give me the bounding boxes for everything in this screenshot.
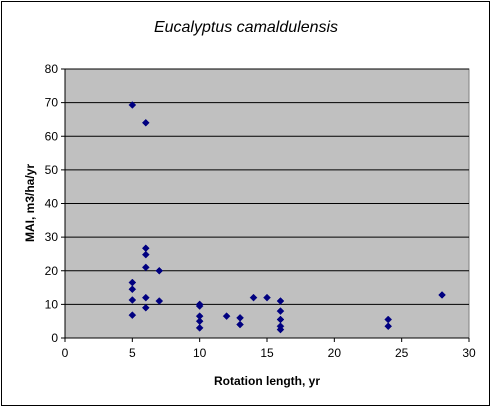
data-point <box>141 293 150 302</box>
data-point <box>128 285 137 294</box>
data-point <box>141 303 150 312</box>
y-tick-label: 10 <box>45 297 59 311</box>
y-tick-label: 40 <box>45 197 59 211</box>
data-point <box>128 311 137 319</box>
data-point <box>384 322 393 331</box>
x-axis-title: Rotation length, yr <box>214 374 320 388</box>
y-tick-labels: 0 10 20 30 40 50 60 70 80 <box>45 62 59 345</box>
x-tick-label: 30 <box>462 346 476 360</box>
data-point <box>276 325 285 334</box>
chart-title: Eucalyptus camaldulensis <box>154 19 338 36</box>
data-point <box>128 101 137 109</box>
x-tick-label: 20 <box>328 346 342 360</box>
axes <box>61 68 470 342</box>
data-point <box>249 293 258 302</box>
data-point <box>141 250 150 259</box>
data-point <box>128 296 137 304</box>
data-point <box>438 291 446 299</box>
x-tick-labels: 0 5 10 15 20 25 30 <box>62 346 476 360</box>
y-tick-label: 20 <box>45 264 59 278</box>
data-point <box>263 293 271 302</box>
data-point <box>195 324 204 332</box>
data-point <box>276 297 285 305</box>
x-tick-label: 5 <box>129 346 136 360</box>
y-tick-label: 80 <box>45 62 59 76</box>
y-axis-title: MAI, m3/ha/yr <box>23 164 37 242</box>
y-tick-label: 30 <box>45 230 59 244</box>
x-tick-label: 10 <box>193 346 207 360</box>
x-tick-label: 25 <box>395 346 409 360</box>
data-point <box>141 263 150 272</box>
gridlines <box>65 68 469 305</box>
y-tick-label: 50 <box>45 163 59 177</box>
x-tick-label: 0 <box>62 346 69 360</box>
x-tick-label: 15 <box>260 346 274 360</box>
data-point <box>195 302 204 310</box>
data-point <box>236 320 244 329</box>
y-tick-label: 60 <box>45 129 59 143</box>
y-tick-label: 0 <box>51 331 58 345</box>
data-point <box>276 307 285 315</box>
data-markers <box>128 101 446 334</box>
data-point <box>155 297 164 305</box>
data-point <box>222 312 231 320</box>
y-tick-label: 70 <box>45 96 59 110</box>
data-point <box>141 118 150 127</box>
data-point <box>155 266 164 275</box>
